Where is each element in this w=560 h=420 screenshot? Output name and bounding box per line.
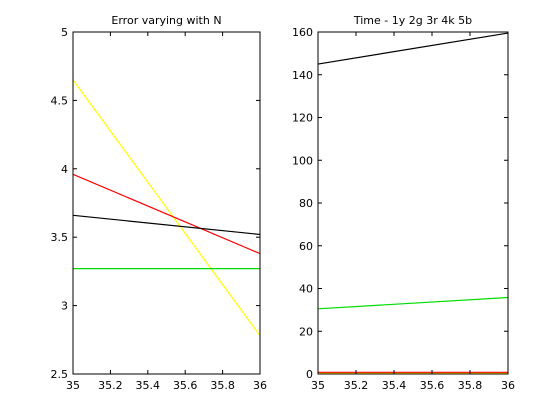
y-tick-label: 4 bbox=[61, 163, 68, 176]
error-chart: Error varying with N 35 35.2 35.4 35.6 35.8 3… bbox=[51, 14, 268, 392]
x-tick-label: 36 bbox=[253, 379, 267, 392]
y-tick-label: 3 bbox=[61, 300, 68, 313]
chart-title: Error varying with N bbox=[111, 14, 221, 27]
y-tick-label: 60 bbox=[299, 240, 313, 253]
x-tick-label: 36 bbox=[501, 379, 515, 392]
y-tick-label: 120 bbox=[292, 112, 313, 125]
chart-title: Time - 1y 2g 3r 4k 5b bbox=[353, 14, 472, 27]
y-tick-label: 80 bbox=[299, 197, 313, 210]
series-line-2 bbox=[72, 173, 261, 255]
y-tick-label: 0 bbox=[306, 368, 313, 381]
time-chart: Time - 1y 2g 3r 4k 5b 35 35.2 35.4 35.6 35.8… bbox=[292, 14, 515, 392]
y-tick-label: 4.5 bbox=[51, 94, 69, 107]
series-line-1 bbox=[72, 79, 261, 337]
series-line-3 bbox=[72, 214, 261, 236]
axis-frame bbox=[72, 31, 261, 375]
x-tick-label: 35 bbox=[66, 379, 80, 392]
axis-frame bbox=[317, 31, 509, 375]
x-tick-label: 35.8 bbox=[458, 379, 483, 392]
x-tick-label: 35.6 bbox=[173, 379, 198, 392]
y-tick-label: 5 bbox=[61, 26, 68, 39]
x-tick-label: 35.8 bbox=[210, 379, 235, 392]
series-line-1 bbox=[317, 32, 509, 65]
x-tick-label: 35.2 bbox=[344, 379, 369, 392]
x-tick-label: 35 bbox=[311, 379, 325, 392]
y-tick-label: 20 bbox=[299, 325, 313, 338]
y-tick-label: 100 bbox=[292, 154, 313, 167]
y-tick-label: 160 bbox=[292, 26, 313, 39]
x-tick-label: 35.4 bbox=[136, 379, 161, 392]
x-tick-label: 35.2 bbox=[98, 379, 123, 392]
y-tick-label: 2.5 bbox=[51, 368, 69, 381]
x-tick-label: 35.4 bbox=[382, 379, 407, 392]
y-tick-label: 140 bbox=[292, 69, 313, 82]
x-tick-label: 35.6 bbox=[420, 379, 445, 392]
y-tick-label: 3.5 bbox=[51, 231, 69, 244]
series-line-2 bbox=[317, 296, 509, 310]
y-tick-label: 40 bbox=[299, 283, 313, 296]
